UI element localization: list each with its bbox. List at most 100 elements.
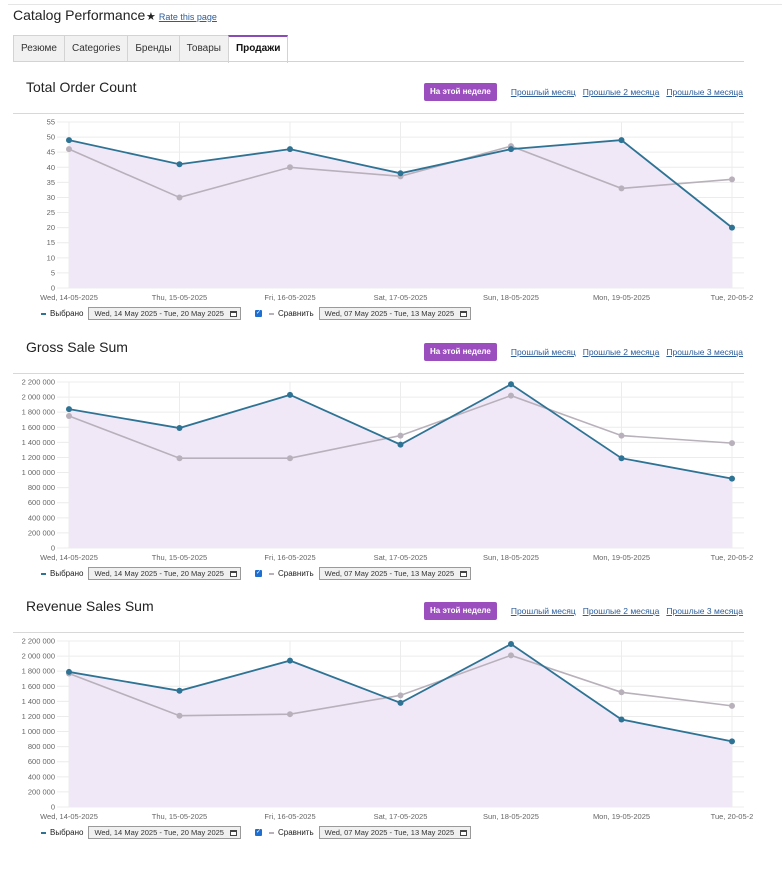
y-tick-label: 25: [47, 208, 55, 217]
rate-this-page[interactable]: ★ Rate this page: [146, 10, 217, 23]
selected-series-swatch: [41, 572, 46, 575]
selected-series-area: [69, 644, 732, 807]
compare-series-point: [729, 440, 735, 447]
tab-brands[interactable]: Бренды: [127, 35, 180, 61]
selected-series-point: [729, 475, 735, 482]
compare-checkbox[interactable]: ✓: [254, 829, 262, 836]
period-last-month-link[interactable]: Прошлый месяц: [510, 606, 576, 616]
compare-series-point: [729, 702, 735, 709]
rate-this-page-link[interactable]: Rate this page: [158, 11, 217, 22]
tab-categories[interactable]: Categories: [63, 35, 129, 61]
x-tick-label: Fri, 16-05-2025: [264, 812, 315, 821]
x-tick-label: Thu, 15-05-2025: [152, 293, 207, 302]
selected-range-value: Wed, 14 May 2025 - Tue, 20 May 2025: [94, 569, 224, 578]
compare-range-picker[interactable]: Wed, 07 May 2025 - Tue, 13 May 2025: [318, 826, 472, 839]
selected-range-picker[interactable]: Wed, 14 May 2025 - Tue, 20 May 2025: [88, 567, 241, 580]
period-last-3-months-link[interactable]: Прошлые 3 месяца: [666, 347, 744, 357]
period-last-2-months-link[interactable]: Прошлые 2 месяца: [582, 606, 660, 616]
period-last-2-months-link[interactable]: Прошлые 2 месяца: [582, 347, 660, 357]
compare-series-point: [508, 652, 514, 659]
y-tick-label: 2 000 000: [22, 393, 55, 402]
chart-title: Total Order Count: [26, 79, 137, 95]
period-last-month-link[interactable]: Прошлый месяц: [510, 347, 576, 357]
y-tick-label: 1 600 000: [22, 423, 55, 432]
compare-series-swatch: [268, 831, 274, 834]
top-divider: [8, 4, 782, 5]
tabs-divider: [13, 61, 744, 62]
x-tick-label: Wed, 14-05-2025: [40, 812, 98, 821]
y-tick-label: 600 000: [28, 498, 55, 507]
selected-range-picker[interactable]: Wed, 14 May 2025 - Tue, 20 May 2025: [88, 826, 241, 839]
period-last-3-months-link[interactable]: Прошлые 3 месяца: [666, 606, 744, 616]
period-last-2-months-link[interactable]: Прошлые 2 месяца: [582, 87, 660, 97]
chart-legend: Выбрано Wed, 14 May 2025 - Tue, 20 May 2…: [41, 826, 472, 839]
y-tick-label: 800 000: [28, 483, 55, 492]
selected-series-point: [729, 738, 735, 745]
y-tick-label: 5: [51, 268, 55, 277]
selected-series-point: [508, 641, 514, 648]
y-tick-label: 20: [47, 223, 55, 232]
compare-series-point: [618, 185, 625, 192]
calendar-icon: [229, 570, 237, 577]
period-this-week-button[interactable]: На этой неделе: [424, 602, 497, 620]
selected-series-point: [66, 406, 72, 413]
selected-series-point: [397, 699, 404, 706]
compare-range-value: Wed, 07 May 2025 - Tue, 13 May 2025: [324, 309, 455, 318]
x-tick-label: Sat, 17-05-2025: [374, 553, 428, 562]
chart-divider: [13, 113, 744, 114]
compare-series-point: [66, 146, 72, 153]
chart-title: Revenue Sales Sum: [26, 598, 154, 614]
gross-sale-sum-chart: 0 200 000 400 000 600 000 800 000 1 000 000 1 …: [22, 378, 754, 563]
x-tick-label: Sun, 18-05-2025: [483, 293, 539, 302]
selected-series-area: [69, 140, 732, 288]
compare-series-point: [397, 692, 404, 699]
y-tick-label: 10: [47, 253, 55, 262]
tab-sales[interactable]: Продажи: [227, 35, 289, 63]
selected-range-value: Wed, 14 May 2025 - Tue, 20 May 2025: [94, 309, 224, 318]
selected-range-picker[interactable]: Wed, 14 May 2025 - Tue, 20 May 2025: [88, 307, 241, 320]
compare-checkbox[interactable]: ✓: [254, 310, 262, 317]
tab-summary[interactable]: Резюме: [13, 35, 65, 61]
total-order-count-chart: 0 5 10 15 20 25 30 35 40 45 50 55 Wed, 14-05-2025 Thu…: [40, 118, 753, 303]
compare-checkbox[interactable]: ✓: [254, 570, 262, 577]
selected-series-label: Выбрано: [50, 569, 84, 578]
y-tick-label: 40: [47, 163, 55, 172]
report-tabs: Резюме Categories Бренды Товары Продажи: [13, 35, 289, 63]
x-tick-label: Fri, 16-05-2025: [264, 553, 315, 562]
y-tick-label: 45: [47, 148, 55, 157]
selected-series-swatch: [41, 312, 46, 315]
y-tick-label: 200 000: [28, 787, 55, 796]
period-last-month-link[interactable]: Прошлый месяц: [510, 87, 576, 97]
x-tick-label: Sun, 18-05-2025: [483, 812, 539, 821]
y-tick-label: 2 200 000: [22, 378, 55, 387]
selected-series-label: Выбрано: [50, 309, 84, 318]
compare-series-point: [287, 455, 293, 462]
y-tick-label: 1 800 000: [22, 667, 55, 676]
x-tick-label: Wed, 14-05-2025: [40, 553, 98, 562]
chart-divider: [13, 373, 744, 374]
tab-products[interactable]: Товары: [178, 35, 229, 61]
period-this-week-button[interactable]: На этой неделе: [424, 83, 497, 101]
x-tick-label: Thu, 15-05-2025: [152, 553, 207, 562]
page-title: Catalog Performance: [13, 7, 146, 23]
y-tick-label: 800 000: [28, 742, 55, 751]
compare-range-picker[interactable]: Wed, 07 May 2025 - Tue, 13 May 2025: [318, 567, 472, 580]
y-tick-label: 1 800 000: [22, 408, 55, 417]
compare-range-picker[interactable]: Wed, 07 May 2025 - Tue, 13 May 2025: [318, 307, 472, 320]
y-tick-label: 400 000: [28, 772, 55, 781]
x-tick-label: Mon, 19-05-2025: [593, 553, 650, 562]
y-tick-label: 1 200 000: [22, 453, 55, 462]
y-tick-label: 1 000 000: [22, 468, 55, 477]
period-selector: На этой неделе Прошлый месяц Прошлые 2 м…: [424, 602, 743, 620]
compare-series-point: [618, 432, 625, 439]
calendar-icon: [460, 310, 468, 317]
selected-series-point: [618, 137, 625, 144]
period-this-week-button[interactable]: На этой неделе: [424, 343, 497, 361]
compare-series-label: Сравнить: [277, 828, 314, 837]
selected-series-point: [397, 170, 404, 177]
period-last-3-months-link[interactable]: Прошлые 3 месяца: [666, 87, 744, 97]
y-tick-label: 0: [51, 544, 55, 553]
selected-series-point: [287, 391, 293, 398]
compare-series-point: [176, 712, 183, 719]
selected-series-label: Выбрано: [50, 828, 84, 837]
